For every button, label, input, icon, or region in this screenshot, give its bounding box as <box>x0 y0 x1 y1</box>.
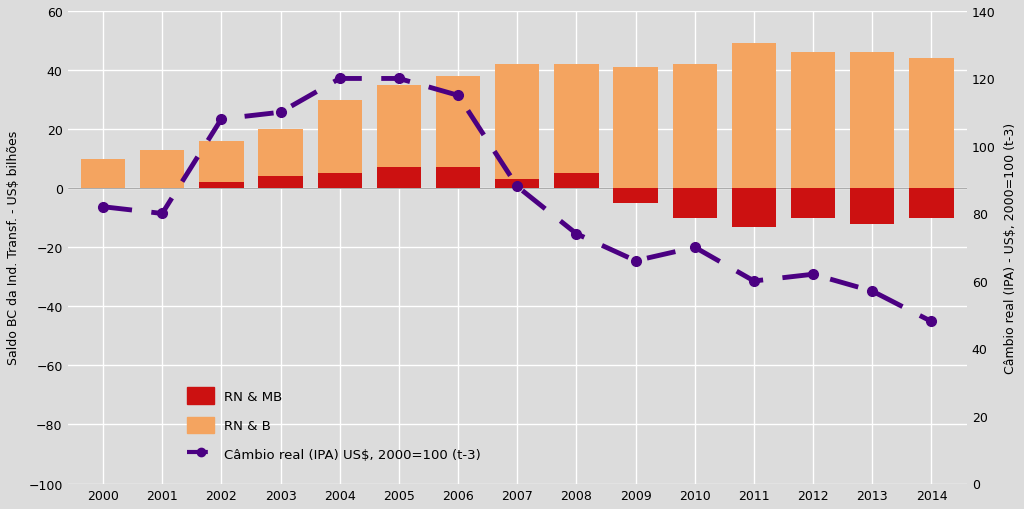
Y-axis label: Câmbio real (IPA) - US$, 2000=100 (t-3): Câmbio real (IPA) - US$, 2000=100 (t-3) <box>1005 123 1017 373</box>
Bar <box>613 68 657 189</box>
Bar <box>140 151 184 189</box>
Bar <box>317 100 361 174</box>
Bar <box>791 189 836 218</box>
Bar <box>436 77 480 168</box>
Bar <box>673 65 717 189</box>
Bar <box>732 44 776 189</box>
Bar <box>791 53 836 189</box>
Bar <box>200 183 244 189</box>
Bar <box>850 53 895 189</box>
Bar <box>200 142 244 183</box>
Bar <box>732 189 776 227</box>
Legend: RN & MB, RN & B, Câmbio real (IPA) US$, 2000=100 (t-3): RN & MB, RN & B, Câmbio real (IPA) US$, … <box>182 382 486 468</box>
Bar <box>909 189 953 218</box>
Bar <box>258 177 303 189</box>
Bar <box>909 59 953 189</box>
Bar <box>258 130 303 177</box>
Bar <box>377 86 421 168</box>
Bar <box>81 159 125 189</box>
Bar <box>317 174 361 189</box>
Bar <box>377 168 421 189</box>
Bar <box>850 189 895 224</box>
Bar <box>613 189 657 204</box>
Bar <box>673 189 717 218</box>
Y-axis label: Saldo BC da Ind. Transf. - US$ bilhões: Saldo BC da Ind. Transf. - US$ bilhões <box>7 131 19 364</box>
Bar <box>554 174 599 189</box>
Bar <box>495 65 540 180</box>
Bar <box>436 168 480 189</box>
Bar <box>495 180 540 189</box>
Bar <box>554 65 599 174</box>
